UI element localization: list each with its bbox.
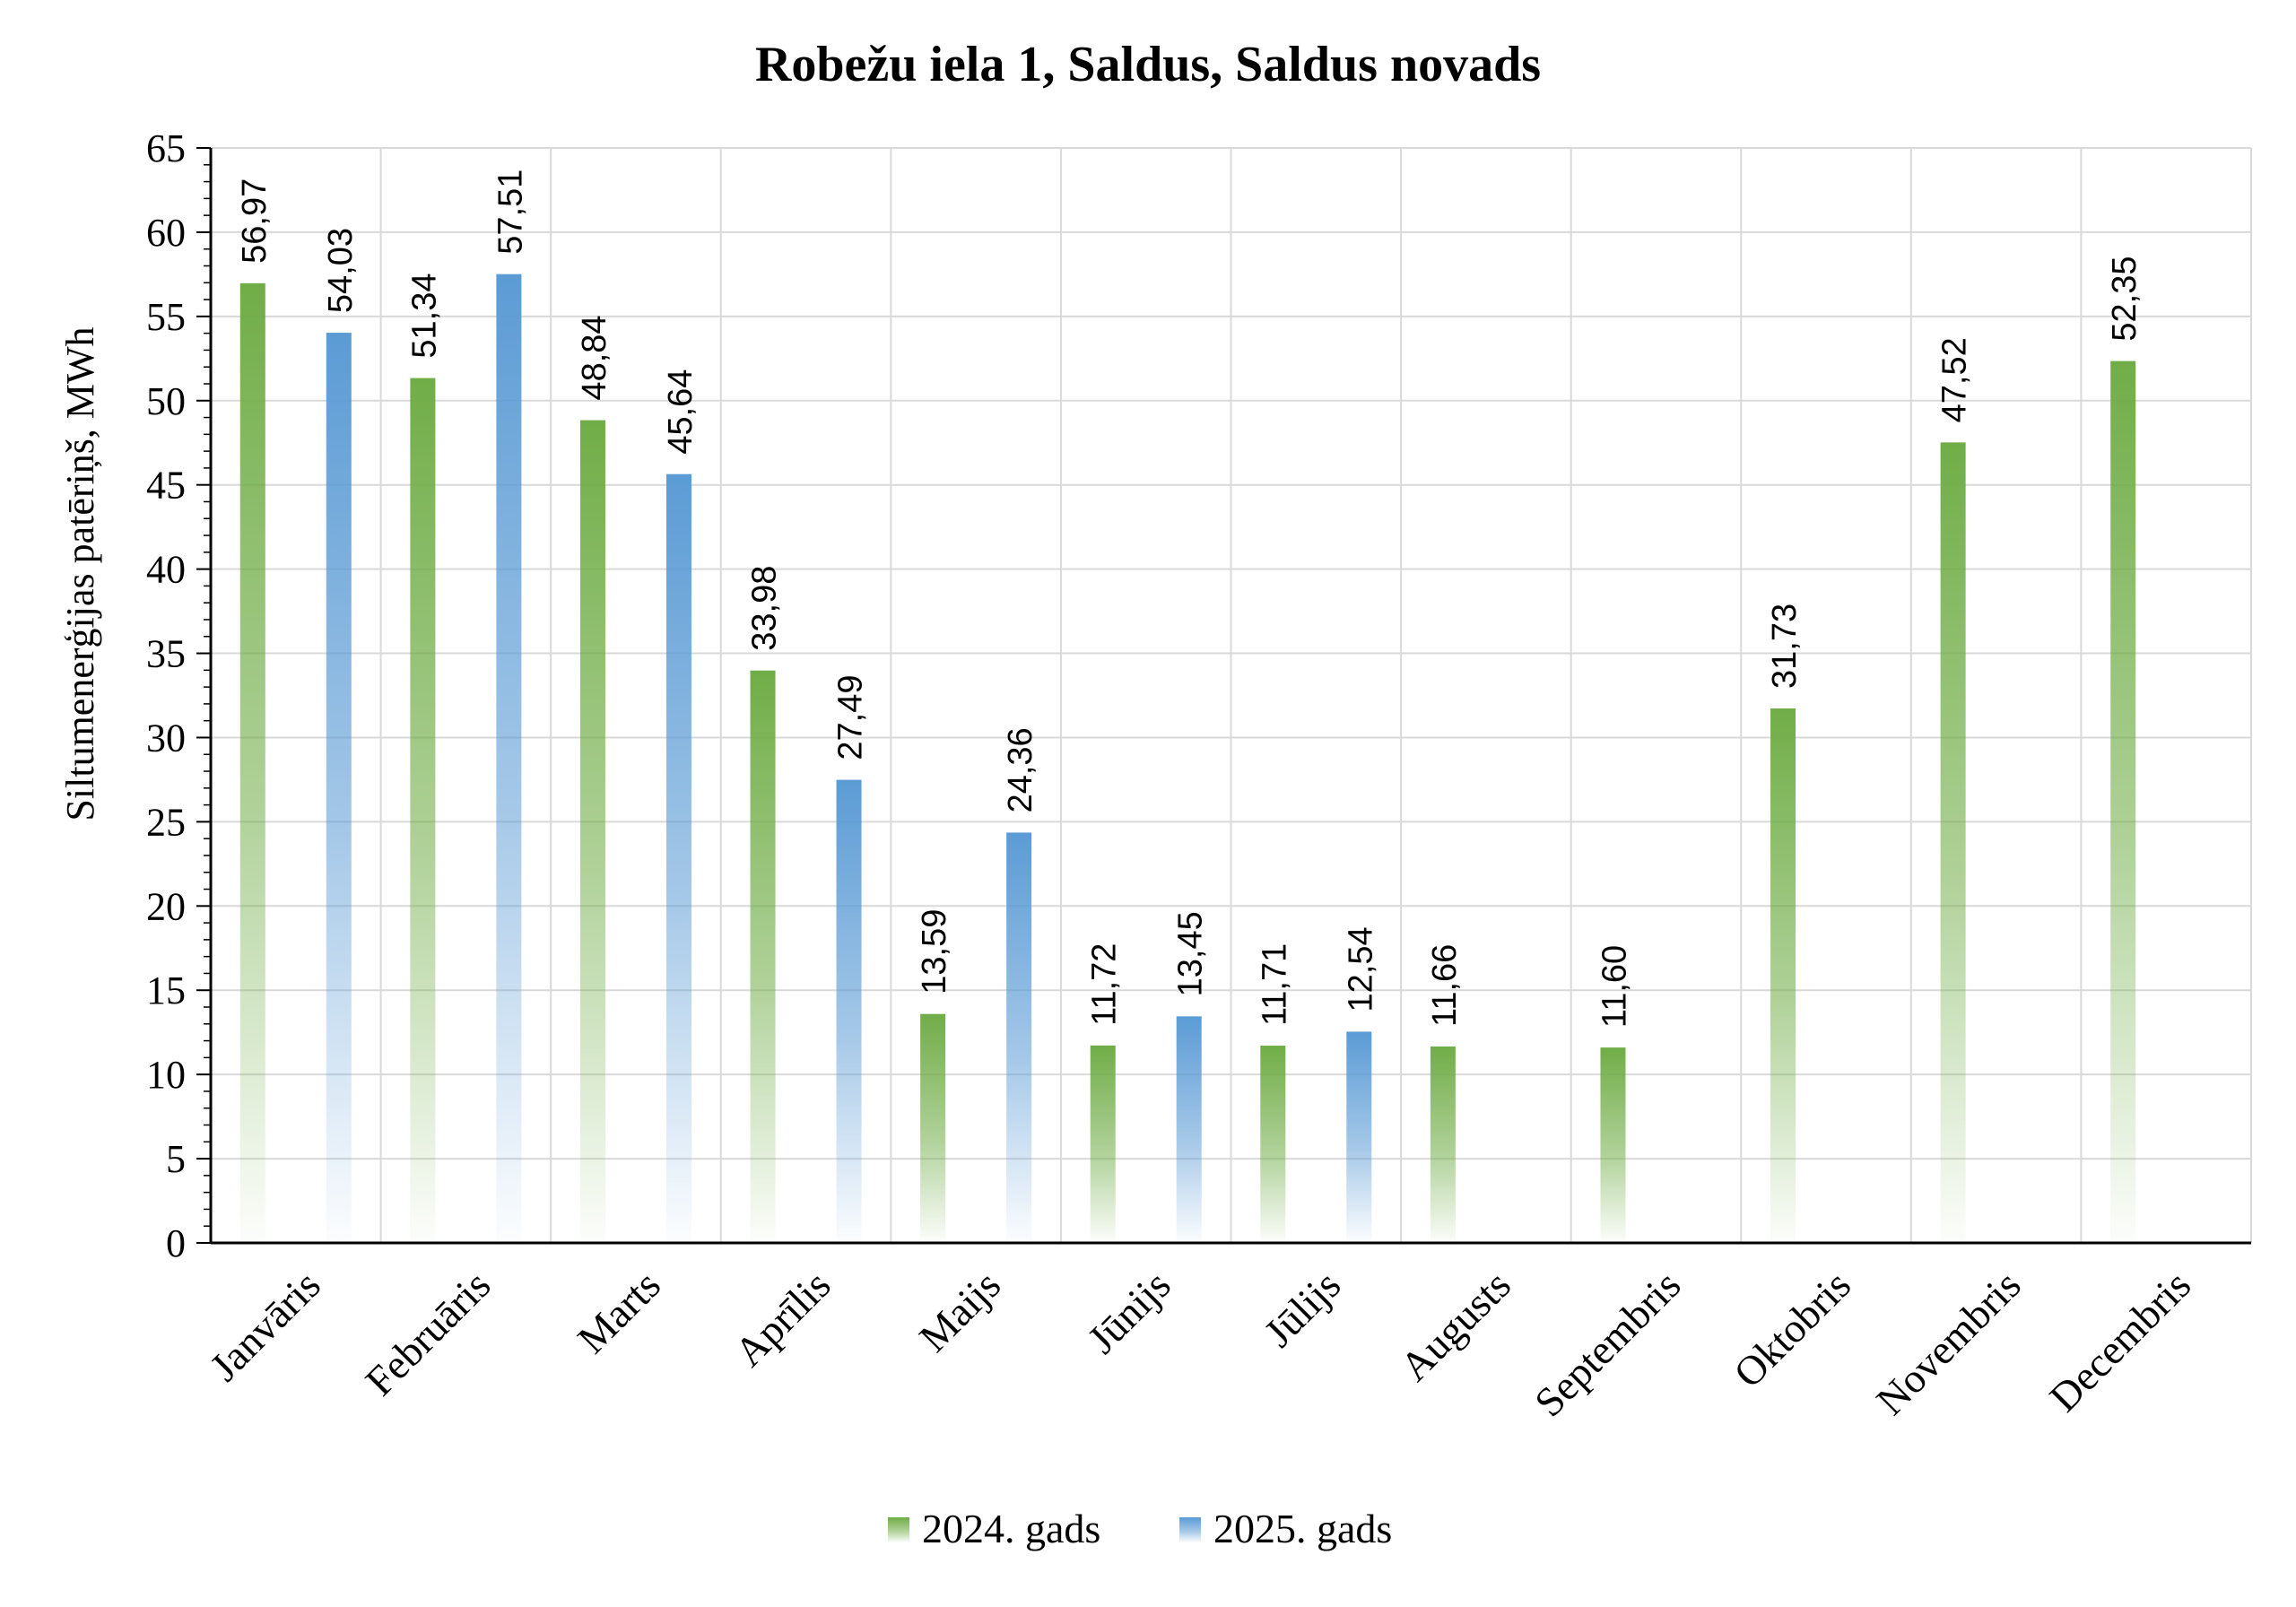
bar-series2	[1346, 1031, 1372, 1243]
data-label: 45,64	[662, 369, 700, 455]
y-tick-label: 5	[166, 1137, 186, 1181]
bars	[239, 274, 2136, 1244]
legend-swatch	[888, 1517, 909, 1542]
data-label: 56,97	[236, 178, 274, 264]
y-tick-label: 15	[146, 969, 186, 1012]
bar-series1	[1090, 1045, 1116, 1243]
y-tick-label: 60	[146, 211, 186, 255]
data-labels: 56,97 54,03 51,34 57,51 48,84 45,64 33,98 27,49…	[236, 169, 2144, 1028]
x-tick-label: Oktobris	[1725, 1262, 1859, 1396]
bar-series1	[1260, 1046, 1286, 1243]
x-tick-label: Aprīlis	[726, 1262, 839, 1375]
bar-series1	[750, 670, 776, 1243]
data-label: 11,72	[1086, 943, 1124, 1026]
gridlines	[211, 147, 2252, 1244]
bar-series2	[1176, 1016, 1202, 1243]
y-tick-label: 35	[146, 632, 186, 676]
x-tick-label: Maijs	[910, 1262, 1009, 1360]
x-tick-label: Jūlijs	[1256, 1262, 1350, 1356]
bar-series1	[920, 1013, 946, 1243]
data-label: 11,60	[1596, 945, 1633, 1028]
bar-series1	[239, 282, 265, 1243]
y-tick-label: 40	[146, 548, 186, 592]
data-label: 52,35	[2106, 256, 2144, 342]
x-tick-label: Jūnijs	[1079, 1262, 1179, 1362]
data-label: 13,59	[916, 909, 953, 995]
data-label: 13,45	[1172, 911, 1210, 996]
chart-title: Robežu iela 1, Saldus, Saldus novads	[755, 37, 1541, 92]
y-axis-label: Siltumenerģijas patēriņš, MWh	[58, 326, 102, 821]
data-label: 57,51	[491, 169, 529, 255]
data-label: 51,34	[405, 274, 443, 359]
x-tick-label: Janvāris	[201, 1262, 329, 1390]
y-tick-label: 45	[146, 464, 186, 508]
legend: 2024. gads 2025. gads	[888, 1506, 1392, 1551]
bar-series1	[1600, 1047, 1626, 1243]
y-tick-label: 65	[146, 126, 186, 170]
y-tick-label: 25	[146, 800, 186, 844]
legend-swatch	[1179, 1517, 1201, 1542]
y-tick-label: 20	[146, 884, 186, 928]
bar-series2	[836, 779, 862, 1243]
x-tick-label: Marts	[569, 1262, 669, 1362]
legend-label: 2024. gads	[922, 1506, 1100, 1551]
data-label: 12,54	[1342, 926, 1379, 1012]
y-tick-label: 55	[146, 295, 186, 339]
x-tick-label: Augusts	[1391, 1262, 1519, 1390]
data-label: 33,98	[746, 566, 784, 651]
data-label: 54,03	[322, 228, 360, 313]
bar-series1	[1770, 708, 1796, 1243]
y-tick-label: 10	[146, 1053, 186, 1097]
bar-series1	[1940, 442, 1966, 1243]
x-tick-label: Novembris	[1867, 1262, 2030, 1424]
bar-series1	[410, 378, 436, 1243]
bar-series1	[1430, 1046, 1456, 1243]
data-label: 24,36	[1002, 727, 1039, 812]
data-label: 31,73	[1766, 604, 1804, 689]
y-tick-label: 30	[146, 716, 186, 760]
x-tick-label: Decembris	[2040, 1262, 2199, 1420]
y-tick-label: 0	[166, 1221, 186, 1265]
legend-label: 2025. gads	[1213, 1506, 1392, 1551]
x-tick-label: Februāris	[357, 1262, 500, 1404]
data-label: 27,49	[832, 675, 870, 760]
bar-series2	[665, 473, 691, 1243]
data-label: 11,66	[1426, 944, 1464, 1027]
y-tick-label: 50	[146, 379, 186, 423]
data-label: 11,71	[1256, 943, 1293, 1026]
bar-series2	[326, 333, 352, 1243]
bar-series1	[579, 420, 605, 1243]
bar-series1	[2110, 360, 2136, 1244]
data-label: 48,84	[576, 315, 613, 400]
data-label: 47,52	[1936, 337, 1974, 422]
x-tick-label: Septembris	[1526, 1262, 1689, 1425]
bar-series2	[496, 274, 522, 1243]
bar-series2	[1006, 832, 1032, 1243]
